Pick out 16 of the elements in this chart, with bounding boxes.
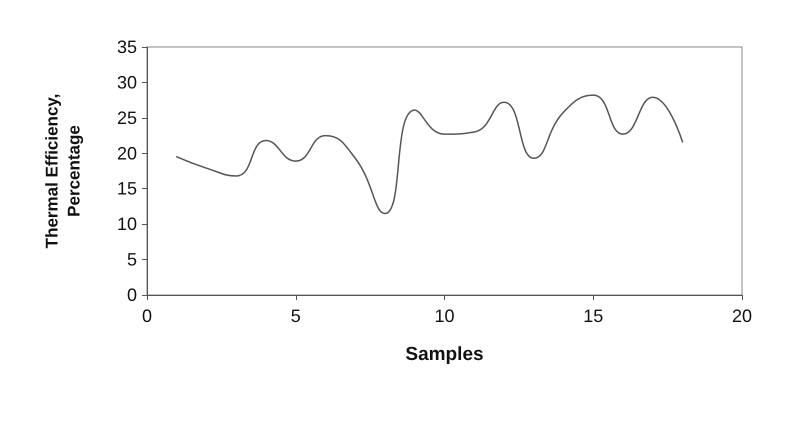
x-axis-title: Samples [405,344,484,365]
x-tick-label: 0 [142,306,152,326]
x-tick-label: 10 [434,306,455,326]
y-tick-label: 20 [116,143,137,164]
y-tick-label: 0 [126,285,137,305]
x-tick-label: 5 [290,306,301,326]
line-series [176,94,684,214]
y-tick-label: 35 [116,37,137,57]
y-axis-title: Thermal Efficiency, Percentage [42,94,84,248]
y-tick-label: 15 [116,178,137,199]
y-tick-label: 30 [116,72,137,92]
x-tick-label: 15 [583,306,604,326]
y-tick-label: 25 [116,108,137,128]
y-tick-label: 10 [116,214,137,234]
y-tick-label: 5 [126,250,137,270]
x-tick-label: 20 [732,306,752,326]
